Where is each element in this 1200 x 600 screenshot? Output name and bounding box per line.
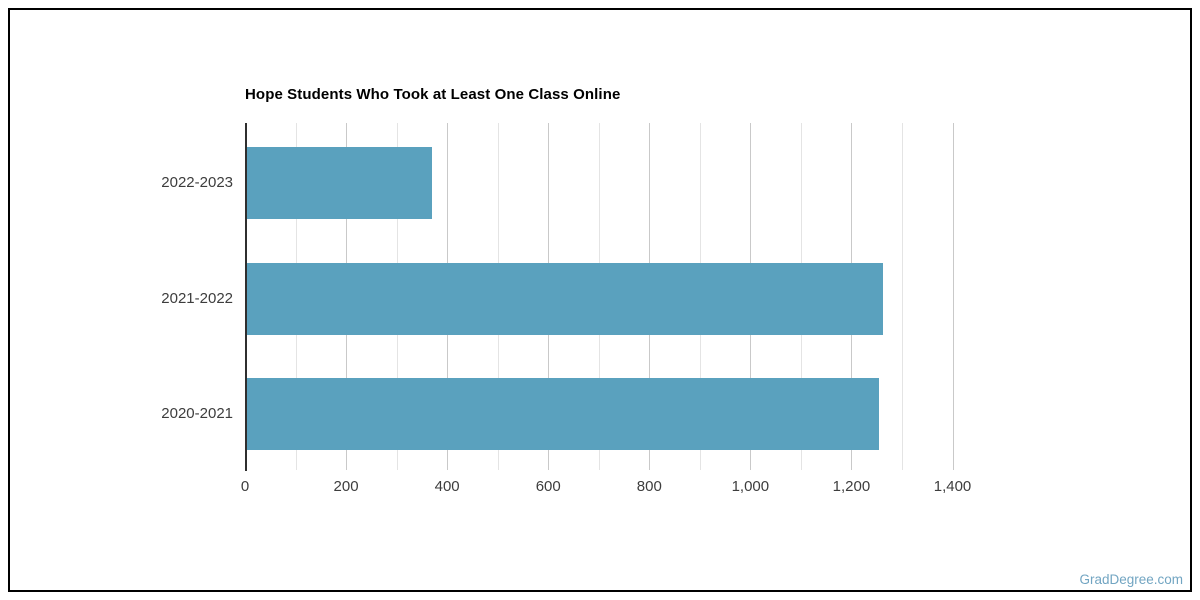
- bar-2020-2021: [247, 378, 879, 451]
- x-axis-tick-label: 0: [240, 478, 250, 495]
- x-axis-tick-label: 1,400: [933, 478, 972, 495]
- plot-area: [245, 123, 985, 471]
- x-axis-tick-label: 1,000: [731, 478, 770, 495]
- x-axis-tick-label: 400: [434, 478, 460, 495]
- x-axis-labels: 0 200 400 600 800 1,000 1,200 1,400: [241, 478, 985, 498]
- minor-gridline: [901, 123, 903, 470]
- y-axis-line: [245, 123, 247, 471]
- major-gridline: [952, 123, 954, 470]
- y-axis-label: 2021-2022: [161, 289, 233, 307]
- chart-title: Hope Students Who Took at Least One Clas…: [245, 86, 621, 103]
- watermark-link[interactable]: GradDegree.com: [1079, 572, 1183, 587]
- y-axis-label: 2022-2023: [161, 173, 233, 191]
- bar-2021-2022: [247, 262, 883, 335]
- x-axis-tick-label: 200: [333, 478, 359, 495]
- y-axis-labels: 2022-2023 2021-2022 2020-2021: [123, 0, 233, 600]
- y-axis-label: 2020-2021: [161, 405, 233, 423]
- x-axis-tick-label: 1,200: [832, 478, 871, 495]
- x-axis-tick-label: 600: [535, 478, 561, 495]
- bar-2022-2023: [247, 146, 433, 219]
- x-axis-tick-label: 800: [636, 478, 662, 495]
